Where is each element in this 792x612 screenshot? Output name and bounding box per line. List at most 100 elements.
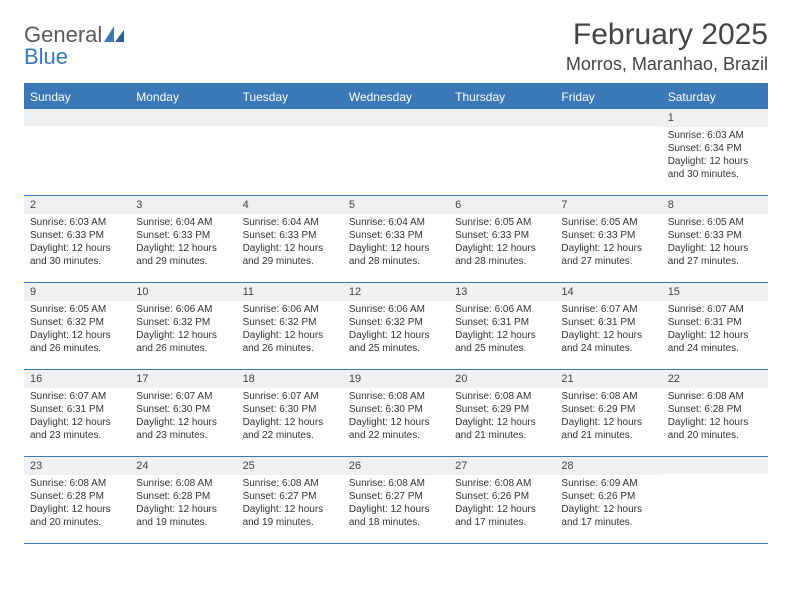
day-cell: 28Sunrise: 6:09 AMSunset: 6:26 PMDayligh… bbox=[555, 457, 661, 543]
sunrise-text: Sunrise: 6:06 AM bbox=[243, 303, 337, 316]
day-number: 1 bbox=[662, 109, 768, 127]
month-title: February 2025 bbox=[566, 18, 768, 52]
day-body: Sunrise: 6:05 AMSunset: 6:33 PMDaylight:… bbox=[449, 214, 555, 272]
sunset-text: Sunset: 6:31 PM bbox=[30, 403, 124, 416]
sunset-text: Sunset: 6:27 PM bbox=[349, 490, 443, 503]
day-number: 21 bbox=[555, 370, 661, 388]
daylight-text: Daylight: 12 hours and 25 minutes. bbox=[455, 329, 549, 355]
day-cell: 11Sunrise: 6:06 AMSunset: 6:32 PMDayligh… bbox=[237, 283, 343, 369]
day-number: 25 bbox=[237, 457, 343, 475]
day-cell: 7Sunrise: 6:05 AMSunset: 6:33 PMDaylight… bbox=[555, 196, 661, 282]
day-body: Sunrise: 6:06 AMSunset: 6:31 PMDaylight:… bbox=[449, 301, 555, 359]
logo: General Blue bbox=[24, 24, 126, 68]
day-body: Sunrise: 6:04 AMSunset: 6:33 PMDaylight:… bbox=[237, 214, 343, 272]
daylight-text: Daylight: 12 hours and 27 minutes. bbox=[668, 242, 762, 268]
sunrise-text: Sunrise: 6:05 AM bbox=[30, 303, 124, 316]
sunrise-text: Sunrise: 6:08 AM bbox=[668, 390, 762, 403]
day-number: 8 bbox=[662, 196, 768, 214]
sunrise-text: Sunrise: 6:08 AM bbox=[561, 390, 655, 403]
day-number bbox=[130, 109, 236, 126]
sunset-text: Sunset: 6:30 PM bbox=[349, 403, 443, 416]
day-number: 12 bbox=[343, 283, 449, 301]
daylight-text: Daylight: 12 hours and 19 minutes. bbox=[243, 503, 337, 529]
day-number: 10 bbox=[130, 283, 236, 301]
sunrise-text: Sunrise: 6:05 AM bbox=[455, 216, 549, 229]
sunset-text: Sunset: 6:28 PM bbox=[30, 490, 124, 503]
day-number: 22 bbox=[662, 370, 768, 388]
daylight-text: Daylight: 12 hours and 28 minutes. bbox=[455, 242, 549, 268]
day-number: 4 bbox=[237, 196, 343, 214]
day-number bbox=[555, 109, 661, 126]
weekday-header: Friday bbox=[555, 85, 661, 109]
sunset-text: Sunset: 6:32 PM bbox=[30, 316, 124, 329]
week-row: 2Sunrise: 6:03 AMSunset: 6:33 PMDaylight… bbox=[24, 196, 768, 283]
day-body: Sunrise: 6:09 AMSunset: 6:26 PMDaylight:… bbox=[555, 475, 661, 533]
sunrise-text: Sunrise: 6:08 AM bbox=[349, 477, 443, 490]
day-body: Sunrise: 6:08 AMSunset: 6:29 PMDaylight:… bbox=[449, 388, 555, 446]
day-cell: 20Sunrise: 6:08 AMSunset: 6:29 PMDayligh… bbox=[449, 370, 555, 456]
day-cell: 22Sunrise: 6:08 AMSunset: 6:28 PMDayligh… bbox=[662, 370, 768, 456]
sunrise-text: Sunrise: 6:06 AM bbox=[136, 303, 230, 316]
sunrise-text: Sunrise: 6:08 AM bbox=[455, 390, 549, 403]
header: General Blue February 2025 Morros, Maran… bbox=[24, 18, 768, 75]
day-cell: 26 Sunrise: 6:08 AMSunset: 6:27 PMDayligh… bbox=[343, 457, 449, 543]
day-body: Sunrise: 6:05 AMSunset: 6:32 PMDaylight:… bbox=[24, 301, 130, 359]
sunset-text: Sunset: 6:29 PM bbox=[455, 403, 549, 416]
weekday-header: Sunday bbox=[24, 85, 130, 109]
day-cell: 18Sunrise: 6:07 AMSunset: 6:30 PMDayligh… bbox=[237, 370, 343, 456]
day-cell bbox=[555, 109, 661, 195]
daylight-text: Daylight: 12 hours and 29 minutes. bbox=[243, 242, 337, 268]
day-body: Sunrise: 6:06 AMSunset: 6:32 PMDaylight:… bbox=[130, 301, 236, 359]
daylight-text: Daylight: 12 hours and 20 minutes. bbox=[30, 503, 124, 529]
sunrise-text: Sunrise: 6:08 AM bbox=[243, 477, 337, 490]
week-row: 9Sunrise: 6:05 AMSunset: 6:32 PMDaylight… bbox=[24, 283, 768, 370]
day-number: 5 bbox=[343, 196, 449, 214]
week-row: 1Sunrise: 6:03 AMSunset: 6:34 PMDaylight… bbox=[24, 109, 768, 196]
sunrise-text: Sunrise: 6:05 AM bbox=[561, 216, 655, 229]
day-number: 6 bbox=[449, 196, 555, 214]
weekday-header: Thursday bbox=[449, 85, 555, 109]
calendar: Sunday Monday Tuesday Wednesday Thursday… bbox=[24, 83, 768, 544]
daylight-text: Daylight: 12 hours and 20 minutes. bbox=[668, 416, 762, 442]
sunset-text: Sunset: 6:33 PM bbox=[455, 229, 549, 242]
day-cell bbox=[343, 109, 449, 195]
weekday-header: Wednesday bbox=[343, 85, 449, 109]
day-number: 2 bbox=[24, 196, 130, 214]
day-body: Sunrise: 6:03 AMSunset: 6:33 PMDaylight:… bbox=[24, 214, 130, 272]
sunrise-text: Sunrise: 6:07 AM bbox=[30, 390, 124, 403]
title-block: February 2025 Morros, Maranhao, Brazil bbox=[566, 18, 768, 75]
sail-icon bbox=[104, 22, 126, 47]
sunrise-text: Sunrise: 6:08 AM bbox=[30, 477, 124, 490]
day-cell: 21Sunrise: 6:08 AMSunset: 6:29 PMDayligh… bbox=[555, 370, 661, 456]
sunrise-text: Sunrise: 6:05 AM bbox=[668, 216, 762, 229]
sunrise-text: Sunrise: 6:08 AM bbox=[136, 477, 230, 490]
daylight-text: Daylight: 12 hours and 22 minutes. bbox=[243, 416, 337, 442]
day-cell: 27Sunrise: 6:08 AMSunset: 6:26 PMDayligh… bbox=[449, 457, 555, 543]
daylight-text: Daylight: 12 hours and 18 minutes. bbox=[349, 503, 443, 529]
day-body: Sunrise: 6:07 AMSunset: 6:31 PMDaylight:… bbox=[24, 388, 130, 446]
week-row: 16Sunrise: 6:07 AMSunset: 6:31 PMDayligh… bbox=[24, 370, 768, 457]
day-number: 7 bbox=[555, 196, 661, 214]
day-cell: 1Sunrise: 6:03 AMSunset: 6:34 PMDaylight… bbox=[662, 109, 768, 195]
daylight-text: Daylight: 12 hours and 26 minutes. bbox=[243, 329, 337, 355]
day-cell: 17Sunrise: 6:07 AMSunset: 6:30 PMDayligh… bbox=[130, 370, 236, 456]
daylight-text: Daylight: 12 hours and 24 minutes. bbox=[668, 329, 762, 355]
day-body: Sunrise: 6:08 AMSunset: 6:28 PMDaylight:… bbox=[130, 475, 236, 533]
sunrise-text: Sunrise: 6:08 AM bbox=[455, 477, 549, 490]
daylight-text: Daylight: 12 hours and 27 minutes. bbox=[561, 242, 655, 268]
daylight-text: Daylight: 12 hours and 24 minutes. bbox=[561, 329, 655, 355]
day-number bbox=[449, 109, 555, 126]
day-number bbox=[343, 109, 449, 126]
sunset-text: Sunset: 6:34 PM bbox=[668, 142, 762, 155]
day-cell: 5Sunrise: 6:04 AMSunset: 6:33 PMDaylight… bbox=[343, 196, 449, 282]
day-number: 23 bbox=[24, 457, 130, 475]
daylight-text: Daylight: 12 hours and 30 minutes. bbox=[30, 242, 124, 268]
sunset-text: Sunset: 6:29 PM bbox=[561, 403, 655, 416]
day-cell: 6Sunrise: 6:05 AMSunset: 6:33 PMDaylight… bbox=[449, 196, 555, 282]
sunset-text: Sunset: 6:30 PM bbox=[136, 403, 230, 416]
sunrise-text: Sunrise: 6:04 AM bbox=[136, 216, 230, 229]
day-number: 26 bbox=[343, 457, 449, 475]
day-body: Sunrise: 6:05 AMSunset: 6:33 PMDaylight:… bbox=[555, 214, 661, 272]
day-number: 13 bbox=[449, 283, 555, 301]
sunrise-text: Sunrise: 6:06 AM bbox=[349, 303, 443, 316]
